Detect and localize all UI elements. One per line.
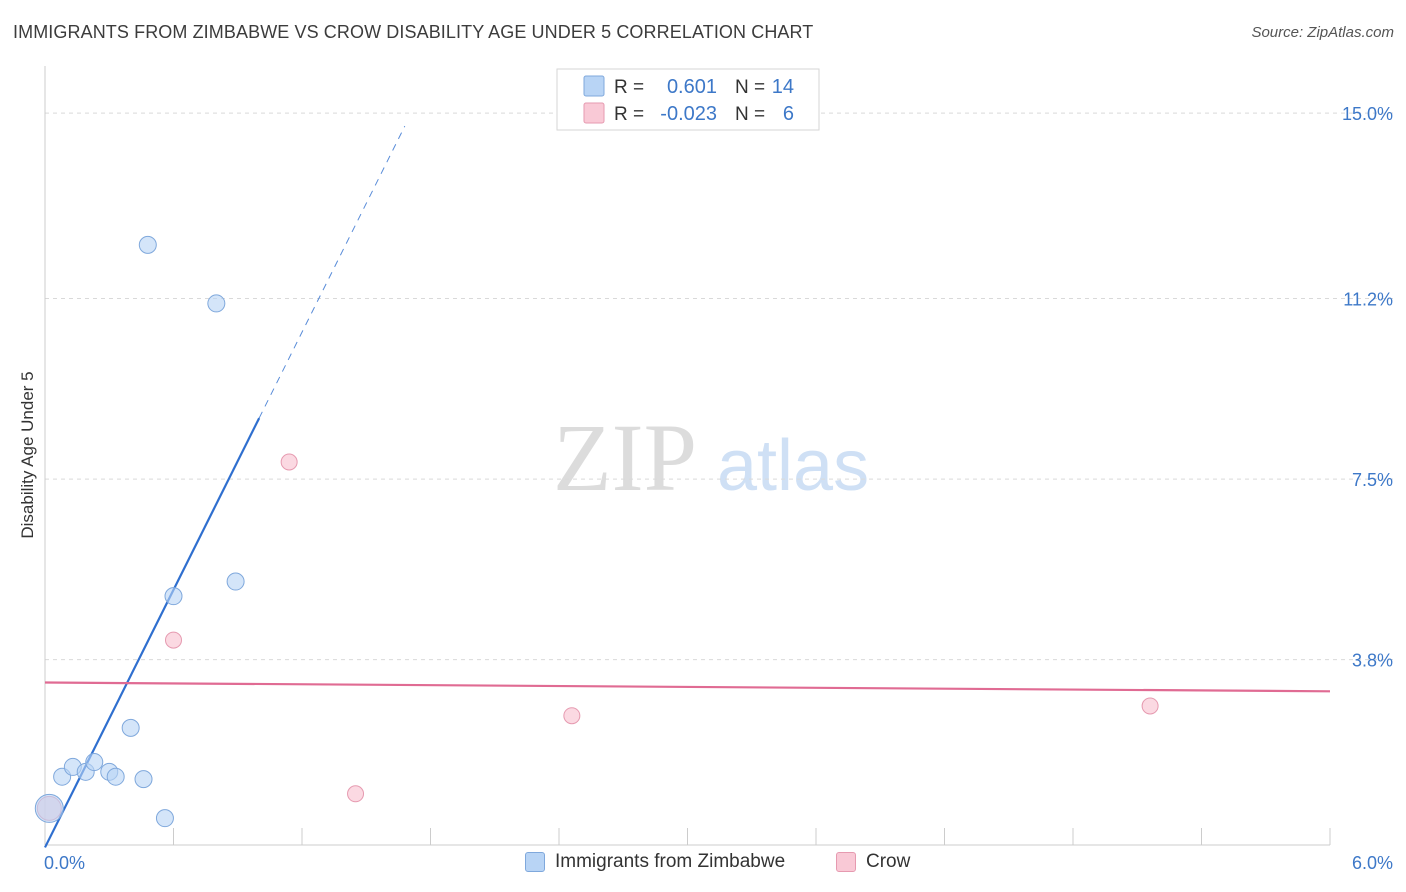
data-points	[34, 235, 1159, 828]
trend-extension-zimbabwe	[258, 125, 406, 419]
point-crow	[347, 785, 365, 803]
watermark: ZIP atlas	[553, 404, 869, 511]
legend-label-crow: Crow	[866, 851, 911, 872]
point-crow	[280, 453, 298, 471]
x-tick-label: 6.0%	[1352, 853, 1393, 873]
y-axis-label: Disability Age Under 5	[18, 371, 37, 538]
legend-label-zimbabwe: Immigrants from Zimbabwe	[555, 851, 786, 872]
legend-swatch-zimbabwe	[525, 852, 545, 872]
legend-r-value: 0.601	[667, 76, 717, 98]
y-tick-label: 3.8%	[1352, 651, 1393, 671]
grid	[45, 112, 1395, 661]
legend-n-label: N =	[735, 77, 765, 98]
point-zimbabwe	[134, 770, 153, 789]
point-zimbabwe	[164, 587, 183, 606]
legend-swatch-pink	[583, 102, 605, 124]
point-zimbabwe	[138, 235, 157, 254]
axes	[44, 66, 1331, 846]
legend-box: R = 0.601 N = 14 R = -0.023 N = 6	[556, 68, 820, 131]
point-crow	[1141, 697, 1159, 715]
legend-swatch-crow	[836, 852, 856, 872]
x-tick-label: 0.0%	[44, 853, 85, 873]
trend-line-crow	[44, 681, 1331, 693]
bottom-legend: Immigrants from Zimbabwe Crow	[0, 851, 1406, 877]
legend-r-value: -0.023	[660, 103, 717, 125]
point-zimbabwe	[121, 718, 140, 737]
point-zimbabwe	[34, 793, 64, 823]
y-tick-label: 11.2%	[1343, 290, 1393, 310]
tick-labels: 3.8% 7.5% 11.2% 15.0% 0.0% 6.0%	[44, 104, 1393, 873]
point-crow	[165, 631, 182, 649]
legend-r-label: R =	[614, 104, 644, 125]
y-tick-label: 15.0%	[1342, 104, 1393, 124]
legend-n-label: N =	[735, 104, 765, 125]
watermark-atlas: atlas	[717, 426, 869, 506]
point-zimbabwe	[85, 753, 104, 772]
source-label: Source: ZipAtlas.com	[1251, 24, 1394, 41]
legend-swatch-blue	[583, 75, 605, 97]
point-zimbabwe	[207, 294, 226, 313]
point-zimbabwe	[106, 767, 125, 786]
trend-line-zimbabwe	[44, 417, 261, 848]
point-crow	[563, 707, 581, 725]
legend-item-zimbabwe: Immigrants from Zimbabwe	[525, 851, 785, 873]
legend-r-label: R =	[614, 77, 644, 98]
chart-title: IMMIGRANTS FROM ZIMBABWE VS CROW DISABIL…	[13, 22, 814, 42]
legend-n-value: 14	[772, 76, 794, 98]
point-zimbabwe	[226, 572, 245, 591]
watermark-zip: ZIP	[553, 404, 697, 511]
legend-item-crow: Crow	[836, 851, 910, 873]
legend-n-value: 6	[783, 103, 794, 125]
point-zimbabwe	[155, 809, 174, 828]
y-tick-label: 7.5%	[1352, 470, 1393, 490]
